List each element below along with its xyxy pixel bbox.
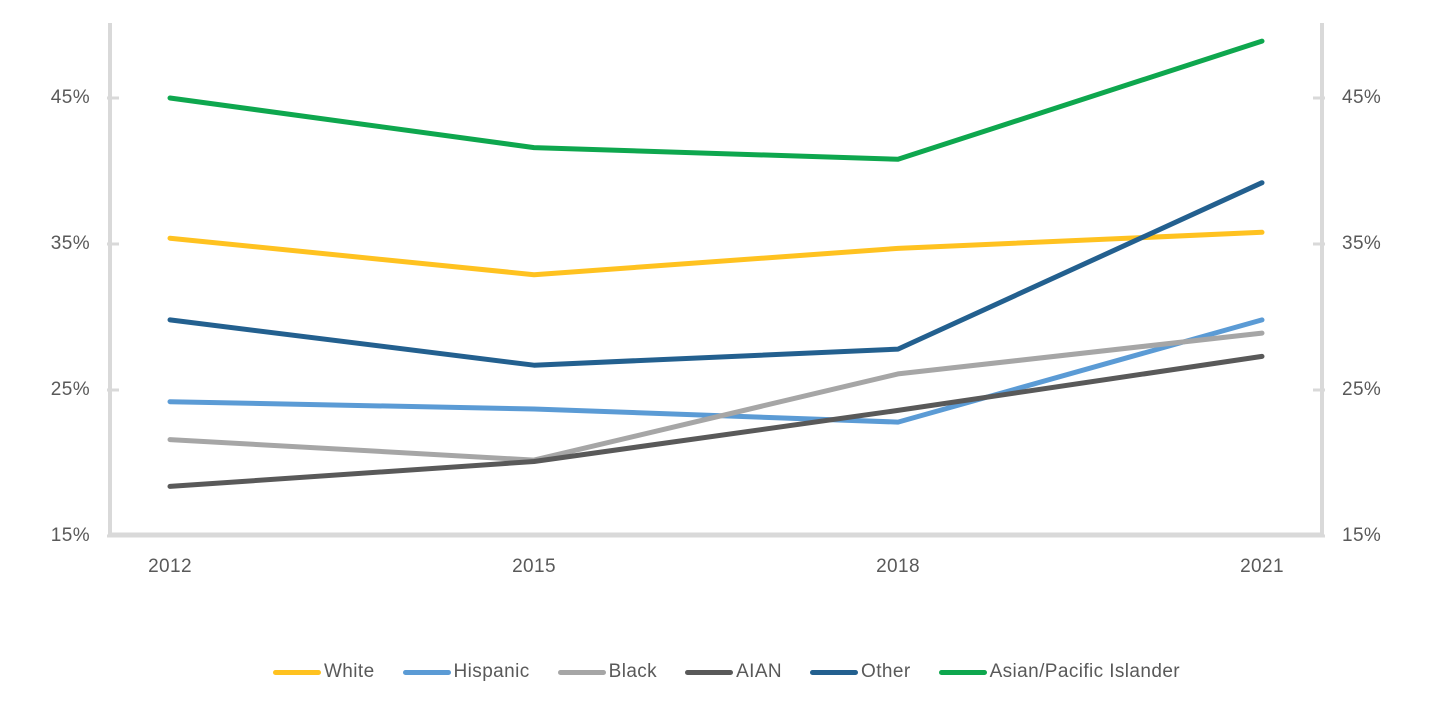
chart-canvas [107, 23, 1325, 538]
series-line-aian [167, 353, 1265, 489]
y-axis-right-label-35: 35% [1342, 233, 1382, 254]
legend-label-hispanic: Hispanic [453, 661, 530, 682]
x-axis-label-2015: 2015 [512, 556, 556, 577]
y-axis-right-label-25: 25% [1342, 379, 1382, 400]
legend-label-other: Other [861, 661, 911, 682]
y-axis-right-label-45: 45% [1342, 87, 1382, 108]
y-axis-left-label-45: 45% [50, 87, 90, 108]
x-axis-label-2012: 2012 [148, 556, 192, 577]
y-axis-left-label-35: 35% [50, 233, 90, 254]
series-line-hispanic [167, 317, 1265, 425]
legend-swatch-white [272, 669, 321, 675]
legend-swatch-hispanic [402, 669, 451, 675]
chart-legend: White Hispanic Black AIAN Other Asian/Pa… [0, 661, 1453, 683]
series-line-black [167, 330, 1265, 463]
legend-item-black: Black [557, 661, 658, 683]
legend-item-hispanic: Hispanic [402, 661, 530, 683]
legend-swatch-black [557, 669, 606, 675]
x-axis-label-2018: 2018 [876, 556, 920, 577]
series-line-asian-pacific-islander [167, 38, 1265, 162]
legend-label-white: White [323, 661, 375, 682]
legend-item-aian: AIAN [685, 661, 782, 683]
y-axis-left-label-15: 15% [50, 525, 90, 546]
legend-swatch-aian [685, 669, 734, 675]
legend-item-white: White [272, 661, 375, 683]
series-line-other [167, 180, 1265, 368]
legend-item-asian-pacific-islander: Asian/Pacific Islander [938, 661, 1181, 683]
legend-item-other: Other [810, 661, 911, 683]
legend-swatch-other [810, 669, 859, 675]
y-axis-left-label-25: 25% [50, 379, 90, 400]
legend-label-black: Black [608, 661, 658, 682]
legend-label-aian: AIAN [736, 661, 783, 682]
y-axis-right-label-15: 15% [1342, 525, 1382, 546]
legend-label-asian-pacific-islander: Asian/Pacific Islander [989, 661, 1181, 682]
legend-swatch-asian-pacific-islander [938, 669, 987, 675]
series-line-white [167, 229, 1265, 278]
x-axis-label-2021: 2021 [1240, 556, 1284, 577]
